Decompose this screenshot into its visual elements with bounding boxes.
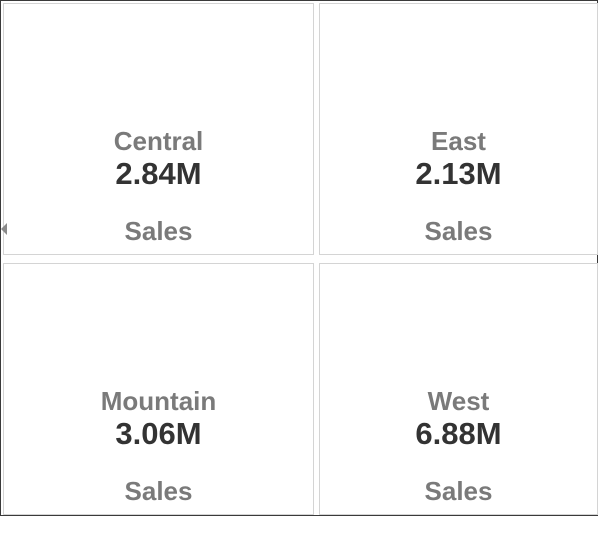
kpi-dashboard: Central Sales 2.84M East Sales 2.13M Mou… — [0, 0, 598, 516]
kpi-tile-label: West Sales — [320, 334, 597, 559]
kpi-metric-name: Sales — [424, 476, 493, 506]
chevron-left-icon[interactable] — [1, 223, 7, 235]
kpi-tile-mountain[interactable]: Mountain Sales 3.06M — [3, 263, 314, 515]
kpi-region-name: West — [427, 386, 490, 416]
kpi-metric-name: Sales — [424, 216, 493, 246]
kpi-region-name: East — [431, 126, 486, 156]
kpi-tile-west[interactable]: West Sales 6.88M — [319, 263, 598, 515]
kpi-tile-central[interactable]: Central Sales 2.84M — [3, 3, 314, 255]
kpi-region-name: Central — [113, 126, 204, 156]
kpi-region-name: Mountain — [100, 386, 217, 416]
kpi-value: 2.13M — [415, 156, 502, 191]
kpi-value: 6.88M — [415, 416, 502, 451]
kpi-value: 2.84M — [115, 156, 202, 191]
kpi-metric-name: Sales — [124, 216, 193, 246]
kpi-value: 3.06M — [115, 416, 202, 451]
kpi-metric-name: Sales — [124, 476, 193, 506]
kpi-tile-label: East Sales — [320, 74, 597, 299]
kpi-tile-label: Central Sales — [4, 74, 313, 299]
kpi-tile-grid: Central Sales 2.84M East Sales 2.13M Mou… — [3, 3, 598, 515]
kpi-tile-east[interactable]: East Sales 2.13M — [319, 3, 598, 255]
kpi-tile-label: Mountain Sales — [4, 334, 313, 559]
